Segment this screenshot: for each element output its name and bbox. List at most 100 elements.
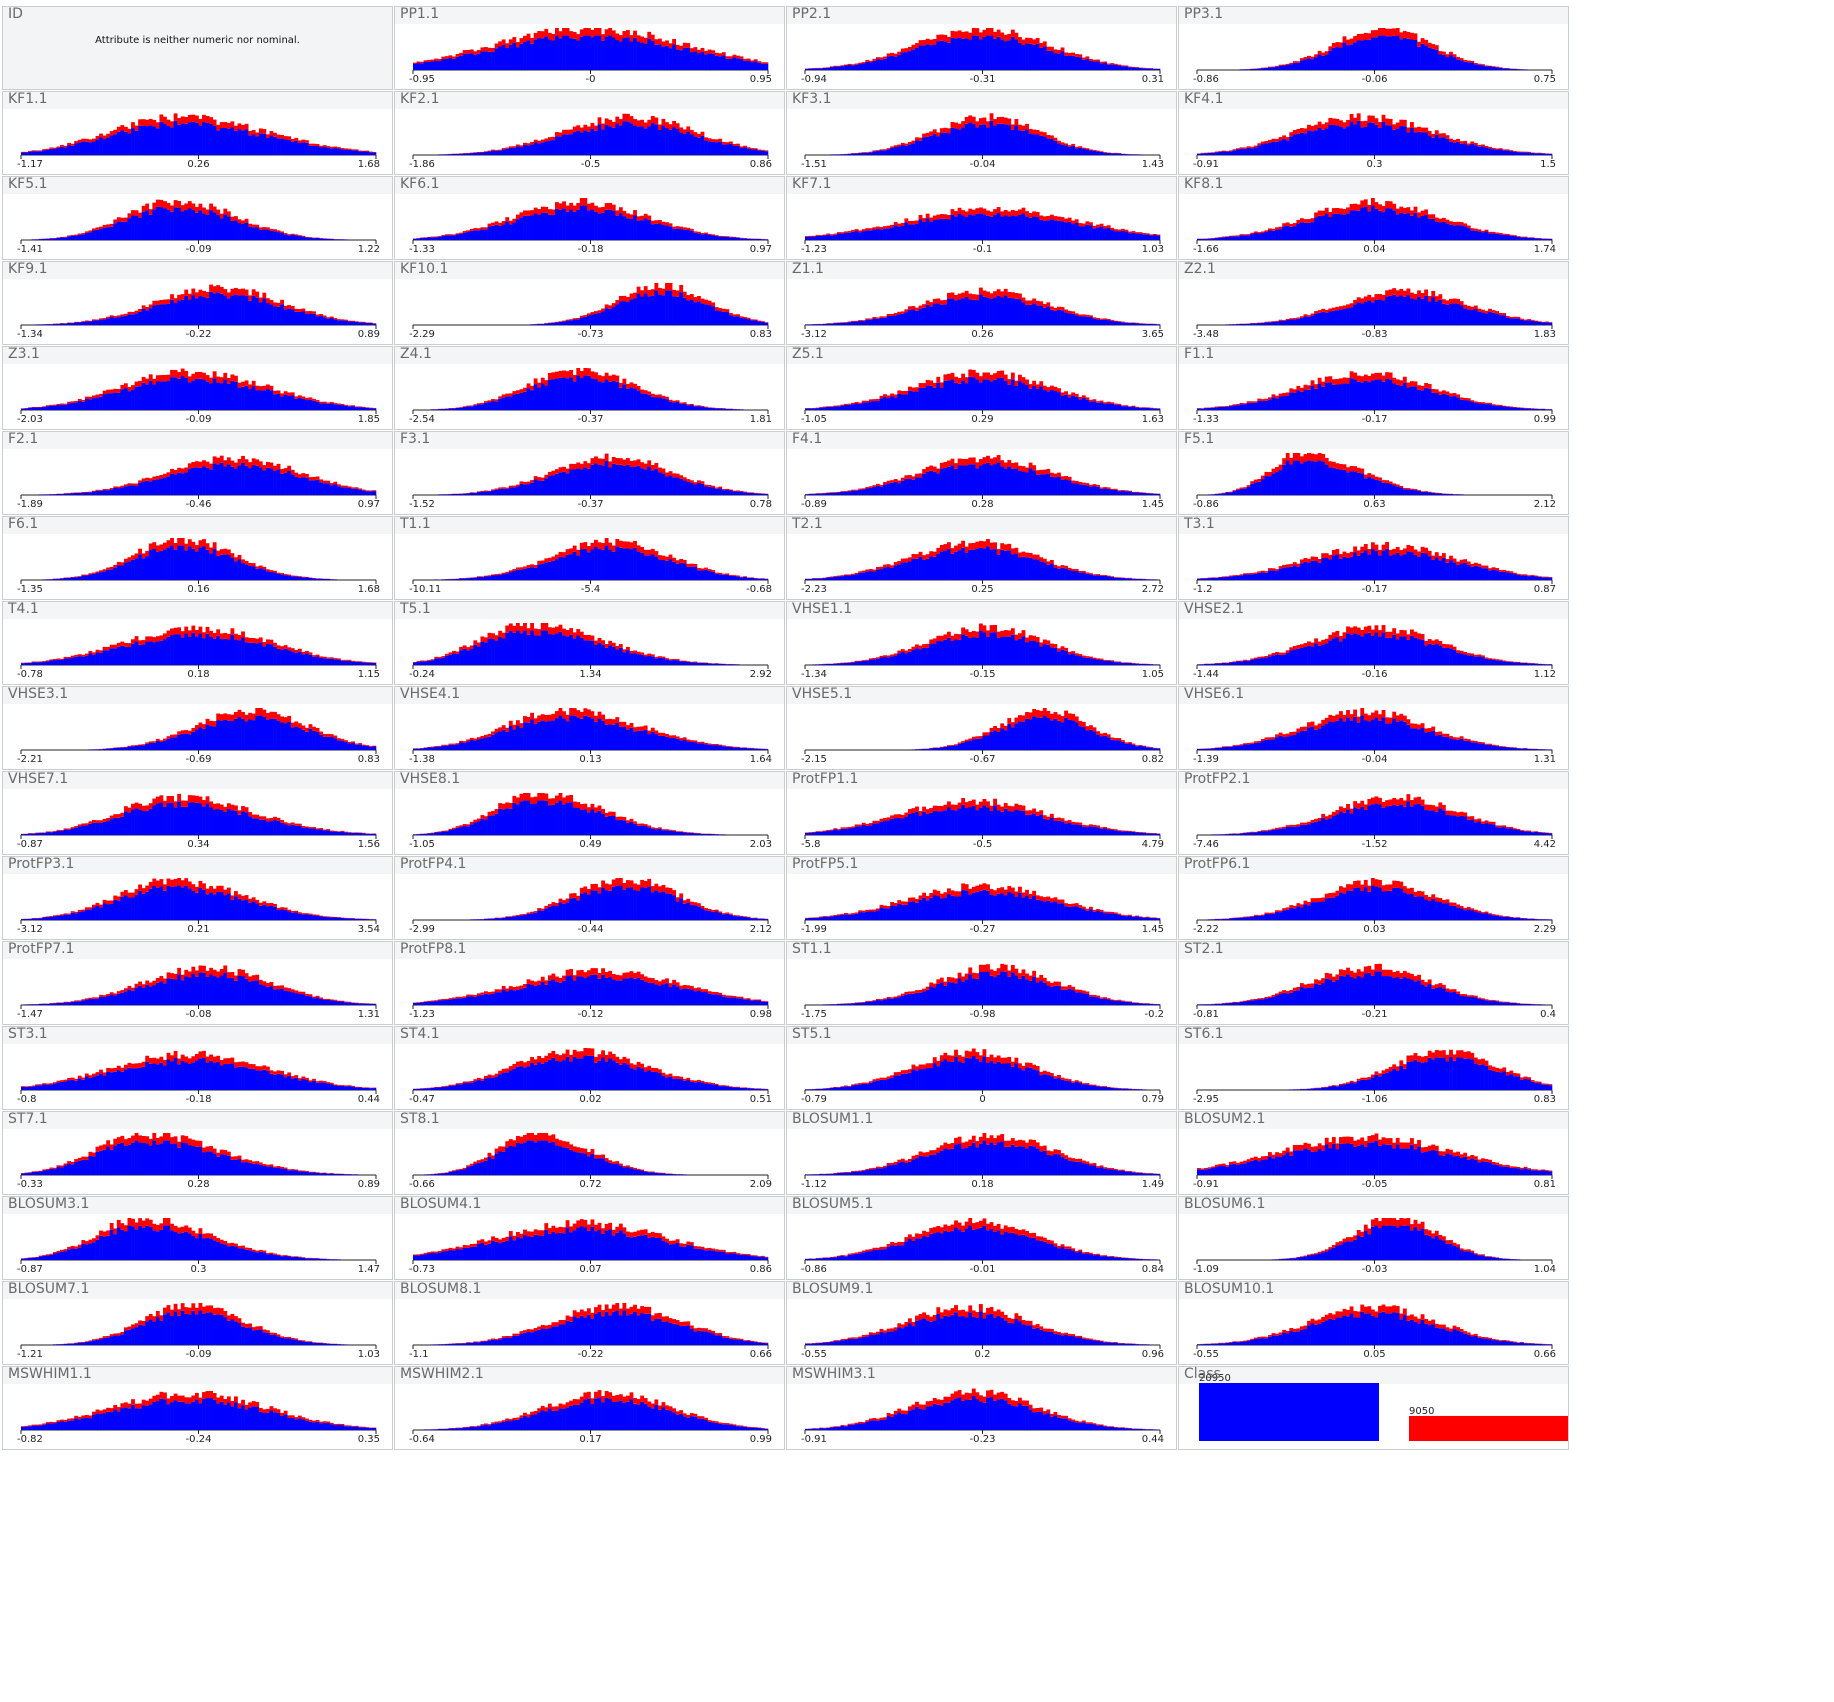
panel-kf6-1[interactable]: KF6.1 -1.33 -0.18 0.97: [394, 176, 785, 260]
histogram-bin-class-a: [569, 134, 574, 155]
panel-z4-1[interactable]: Z4.1 -2.54 -0.37 1.81: [394, 346, 785, 430]
histogram-bin-class-b: [1324, 207, 1329, 214]
histogram-bin-class-a: [643, 293, 648, 325]
histogram-bin-class-a: [265, 229, 270, 240]
histogram-bin-class-b: [102, 569, 107, 572]
histogram-bin-class-b: [258, 128, 263, 134]
histogram-bin-class-a: [1381, 381, 1386, 410]
histogram-bin-class-a: [1064, 479, 1068, 495]
x-tick-label: 1.83: [1534, 329, 1556, 340]
histogram-bin-class-a: [826, 577, 831, 580]
histogram-bin-class-a: [52, 578, 57, 580]
panel-id[interactable]: ID Attribute is neither numeric nor nomin…: [2, 6, 393, 90]
histogram-bin-class-a: [131, 389, 135, 410]
histogram-bin-class-a: [1481, 312, 1485, 325]
panel-z2-1[interactable]: Z2.1 -3.48 -0.83 1.83: [1178, 261, 1569, 345]
histogram-bin-class-b: [1145, 233, 1150, 235]
histogram-bin-class-a: [746, 238, 751, 240]
histogram-bin-class-a: [1264, 322, 1269, 325]
histogram-bin-class-a: [322, 483, 327, 495]
histogram-bin-class-b: [1374, 294, 1379, 300]
histogram-bin-class-a: [530, 144, 534, 155]
panel-kf5-1[interactable]: KF5.1 -1.41 -0.09 1.22: [2, 176, 393, 260]
panel-kf2-1[interactable]: KF2.1 -1.86 -0.5 0.86: [394, 91, 785, 175]
panel-title: F1.1: [1184, 346, 1215, 362]
histogram-bin-class-a: [540, 383, 545, 410]
histogram-bin-class-b: [640, 36, 645, 43]
histogram-bin-class-b: [661, 41, 666, 47]
histogram-bin-class-a: [441, 235, 446, 240]
panel-t2-1[interactable]: T2.1 -2.23 0.25 2.72: [786, 516, 1177, 600]
histogram-bin-class-a: [1388, 483, 1393, 495]
panel-pp2-1[interactable]: PP2.1 -0.94 -0.31 0.31: [786, 6, 1177, 90]
histogram-bin-class-a: [533, 142, 538, 155]
histogram-bin-class-b: [1014, 119, 1019, 126]
histogram-bin-class-a: [237, 559, 242, 580]
x-tick-label: -1.17: [17, 159, 43, 170]
histogram-bin-class-a: [312, 578, 316, 580]
histogram-bin-class-b: [512, 391, 517, 395]
panel-kf9-1[interactable]: KF9.1 -1.34 -0.22 0.89: [2, 261, 393, 345]
histogram-bin-class-a: [1152, 68, 1157, 70]
panel-f3-1[interactable]: F3.1 -1.52 -0.37 0.78: [394, 431, 785, 515]
histogram-bin-class-b: [166, 472, 171, 477]
panel-kf8-1[interactable]: KF8.1 -1.66 0.04 1.74: [1178, 176, 1569, 260]
panel-f2-1[interactable]: F2.1 -1.89 -0.46 0.97: [2, 431, 393, 515]
histogram-bin-class-a: [473, 54, 478, 70]
panel-kf4-1[interactable]: KF4.1 -0.91 0.3 1.5: [1178, 91, 1569, 175]
panel-kf10-1[interactable]: KF10.1 -2.29 -0.73 0.83: [394, 261, 785, 345]
histogram-bin-class-a: [187, 299, 192, 325]
histogram-bin-class-a: [184, 472, 189, 495]
histogram-bin-class-b: [1264, 140, 1269, 144]
panel-z3-1[interactable]: Z3.1 -2.03 -0.09 1.85: [2, 346, 393, 430]
histogram-bin-class-b: [654, 283, 659, 291]
histogram-bin-class-a: [255, 297, 260, 325]
histogram-bin-class-a: [123, 221, 128, 240]
panel-kf3-1[interactable]: KF3.1 -1.51 -0.04 1.43: [786, 91, 1177, 175]
histogram-bin-class-b: [1025, 123, 1029, 130]
histogram-bin-class-b: [1466, 398, 1471, 401]
panel-t1-1[interactable]: T1.1 -10.11 -5.4 -0.68: [394, 516, 785, 600]
panel-f5-1[interactable]: F5.1 -0.86 0.63 2.12: [1178, 431, 1569, 515]
histogram-bin-class-a: [469, 406, 474, 410]
histogram-bin-class-b: [925, 300, 930, 305]
histogram-bin-class-a: [1466, 62, 1471, 70]
panel-kf7-1[interactable]: KF7.1 -1.23 -0.1 1.03: [786, 176, 1177, 260]
histogram-bin-class-a: [822, 235, 827, 240]
histogram-bin-class-a: [1232, 324, 1237, 325]
histogram-bin-class-a: [1149, 493, 1154, 495]
histogram-bin-class-a: [1516, 318, 1521, 325]
panel-f6-1[interactable]: F6.1 -1.35 0.16 1.68: [2, 516, 393, 600]
histogram-bin-class-a: [1385, 296, 1389, 325]
panel-pp1-1[interactable]: PP1.1 -0.95 -0 0.95: [394, 6, 785, 90]
panel-f4-1[interactable]: F4.1 -0.89 0.28 1.45: [786, 431, 1177, 515]
histogram-bin-class-b: [743, 491, 747, 493]
panel-z1-1[interactable]: Z1.1 -3.12 0.26 3.65: [786, 261, 1177, 345]
histogram-bin-class-a: [704, 233, 708, 240]
panel-z5-1[interactable]: Z5.1 -1.05 0.29 1.63: [786, 346, 1177, 430]
x-tick-label: -0.83: [1362, 329, 1388, 340]
panel-pp3-1[interactable]: PP3.1 -0.86 -0.06 0.75: [1178, 6, 1569, 90]
histogram-bin-class-b: [654, 394, 659, 398]
histogram-bin-class-b: [886, 148, 891, 150]
histogram-bin-class-b: [922, 133, 926, 138]
histogram-bin-class-a: [145, 310, 150, 325]
histogram-bin-class-a: [102, 490, 107, 495]
histogram-bin-class-b: [943, 374, 948, 381]
panel-f1-1[interactable]: F1.1 -1.33 -0.17 0.99: [1178, 346, 1569, 430]
histogram-bin-class-b: [1509, 150, 1514, 152]
histogram-bin-class-b: [1228, 491, 1233, 493]
histogram-bin-class-b: [547, 557, 552, 562]
histogram-bin-class-b: [326, 402, 331, 404]
histogram-bin-class-a: [60, 493, 64, 495]
histogram-bin-class-b: [697, 405, 701, 407]
panel-kf1-1[interactable]: KF1.1 -1.17 0.26 1.68: [2, 91, 393, 175]
histogram-bin-class-b: [1275, 395, 1279, 399]
histogram-bin-class-b: [191, 288, 196, 296]
histogram-bin-class-a: [77, 576, 82, 580]
histogram-bin-class-a: [707, 486, 712, 495]
histogram-bin-class-a: [269, 390, 274, 410]
x-tick-label: -0.91: [1193, 159, 1219, 170]
histogram-bin-class-b: [1331, 208, 1336, 214]
histogram-bin-class-a: [615, 304, 620, 325]
